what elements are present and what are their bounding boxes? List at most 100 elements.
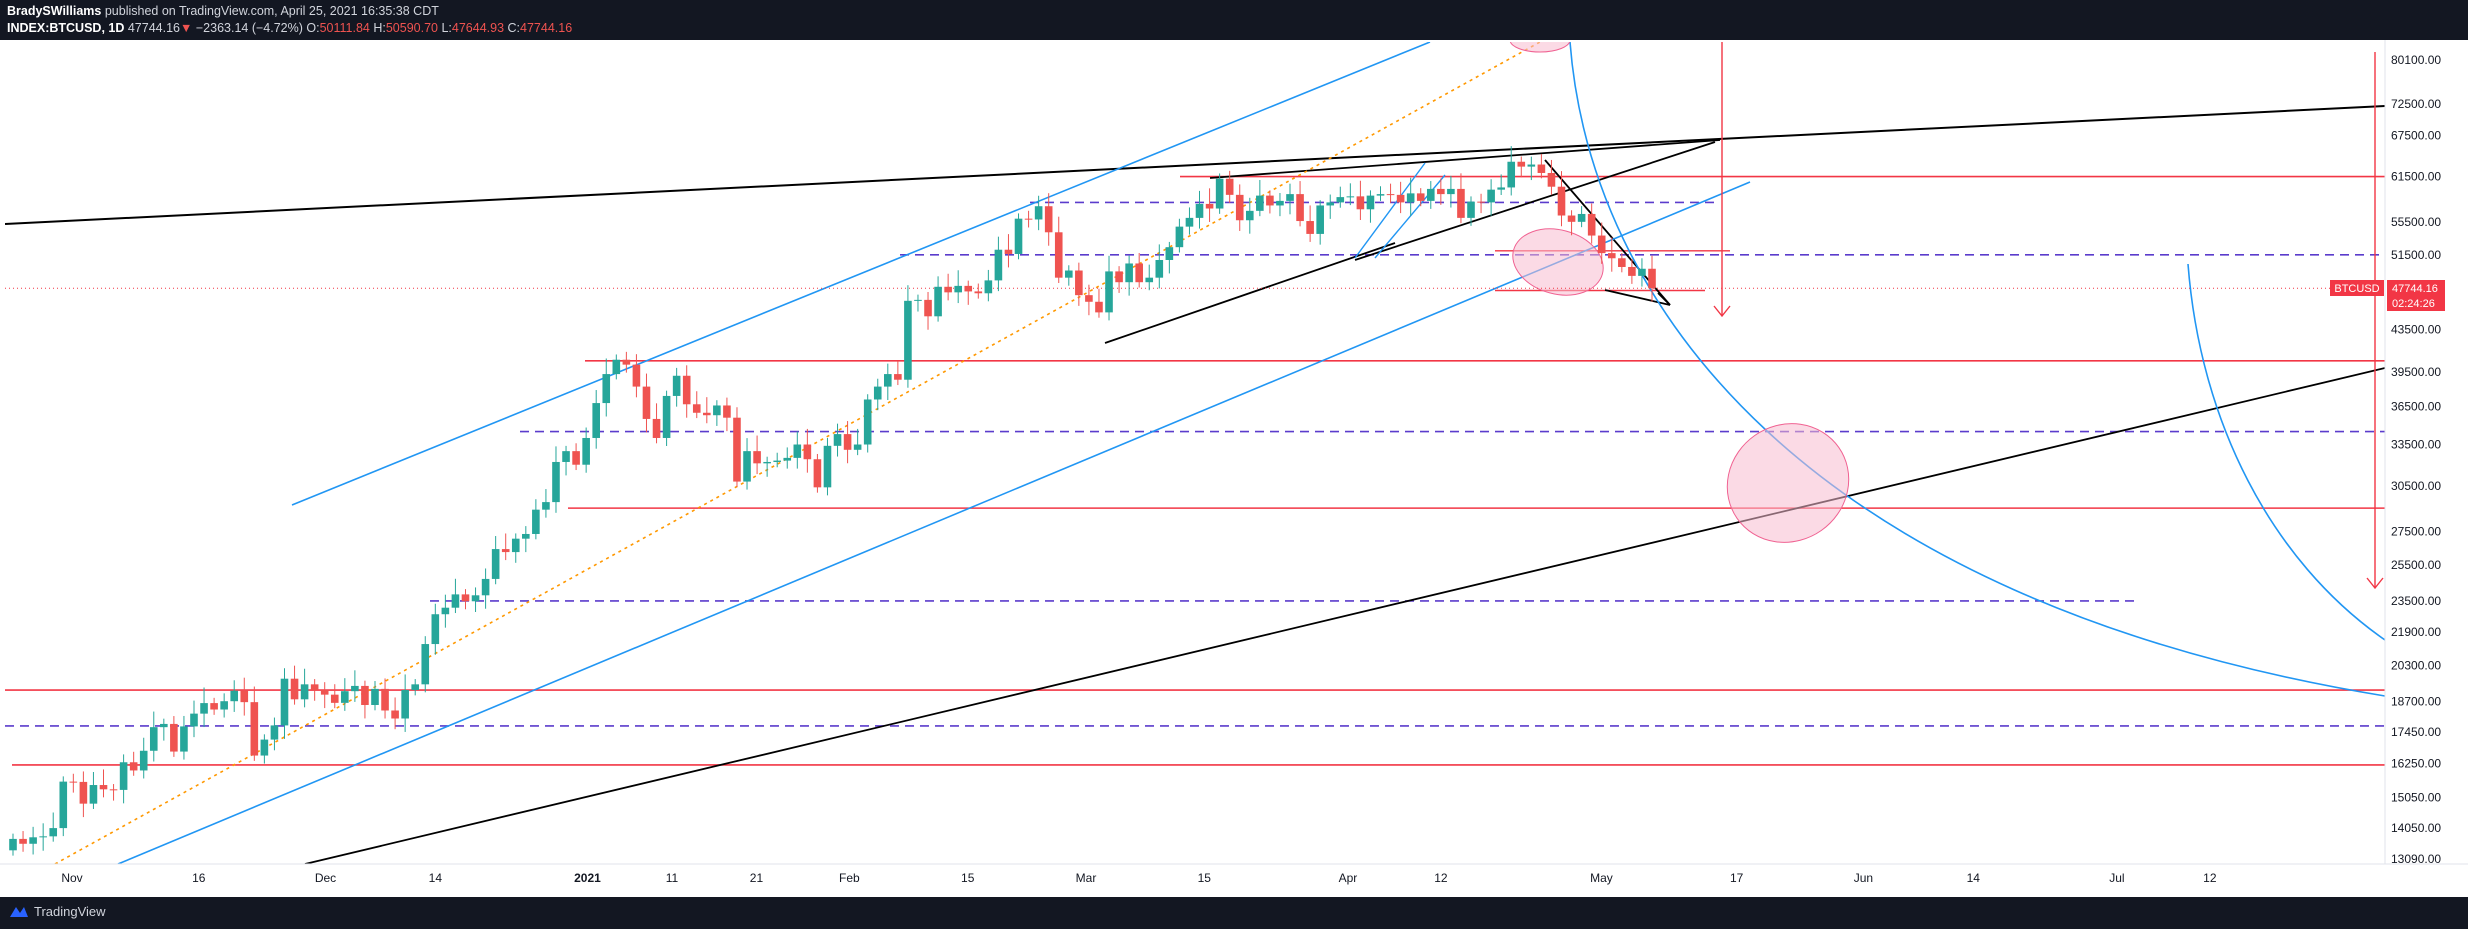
candle-body xyxy=(391,710,399,719)
price-tick-label: 21900.00 xyxy=(2391,625,2441,639)
candle-body xyxy=(381,688,389,711)
time-tick-label: 12 xyxy=(2203,871,2217,885)
target-arrow-head xyxy=(2366,577,2384,590)
time-tick-label: 2021 xyxy=(574,871,601,885)
candle-body xyxy=(89,785,98,804)
candle-body xyxy=(320,690,329,695)
time-axis[interactable]: Nov 16 Dec 14 2021 11 21 Feb 15 Mar 15 Apr 12 May 17 Ju… xyxy=(61,871,2217,885)
candle-body xyxy=(632,364,641,387)
candle-body xyxy=(481,578,490,596)
candle-body xyxy=(1618,258,1626,267)
candle-body xyxy=(672,375,681,396)
candle-body xyxy=(753,451,761,464)
candle-body xyxy=(1135,263,1143,283)
candle-body xyxy=(160,723,168,728)
channel-lower-line xyxy=(117,181,1751,864)
candle-body xyxy=(582,437,590,465)
open-value: 50111.84 xyxy=(319,21,370,35)
candle-body xyxy=(1296,194,1304,222)
candle-body xyxy=(210,703,218,710)
candle-body xyxy=(904,300,912,380)
candle-body xyxy=(1497,187,1505,190)
price-tick-label: 72500.00 xyxy=(2391,97,2441,111)
highlight-ellipse xyxy=(1509,42,1571,53)
symbol-label[interactable]: INDEX:BTCUSD, 1D xyxy=(7,21,125,35)
candle-body xyxy=(1075,270,1083,296)
candle-body xyxy=(1638,268,1646,276)
candle-body xyxy=(1567,215,1576,222)
candle-body xyxy=(994,249,1003,281)
time-tick-label: Dec xyxy=(315,871,336,885)
candle-body xyxy=(1517,161,1526,167)
candle-body xyxy=(1577,213,1586,222)
candle-body xyxy=(1145,277,1154,283)
price-tick-label: 36500.00 xyxy=(2391,400,2441,414)
candle-body xyxy=(200,703,208,714)
candle-body xyxy=(662,395,671,438)
candle-body xyxy=(1064,270,1073,278)
candle-body xyxy=(1165,247,1174,260)
tradingview-logo[interactable]: TradingView xyxy=(8,903,106,919)
candle-body xyxy=(341,691,349,703)
candle-body xyxy=(1437,188,1445,195)
candle-body xyxy=(220,701,228,710)
candle-body xyxy=(401,690,409,719)
candle-body xyxy=(139,750,148,771)
candle-body xyxy=(1326,202,1335,206)
candle-body xyxy=(270,725,279,740)
price-tick-label: 23500.00 xyxy=(2391,594,2441,608)
candle-body xyxy=(783,457,792,461)
time-tick-label: 12 xyxy=(1434,871,1448,885)
candle-body xyxy=(552,461,560,503)
time-tick-label: Apr xyxy=(1339,871,1358,885)
candle-body xyxy=(1095,301,1103,313)
candle-body xyxy=(441,607,450,615)
candle-body xyxy=(713,405,721,416)
candle-body xyxy=(1406,193,1415,203)
candle-body xyxy=(129,762,138,771)
candle-body xyxy=(1648,268,1656,289)
author-name[interactable]: BradySWilliams xyxy=(7,4,102,18)
candle-body xyxy=(642,386,651,419)
candle-body xyxy=(99,785,108,790)
candle-body xyxy=(351,685,359,692)
low-label: L: xyxy=(441,21,452,35)
candle-body xyxy=(1537,164,1546,173)
wedge-support-line xyxy=(1104,242,1396,344)
price-tick-label: 33500.00 xyxy=(2391,438,2441,452)
candle-body xyxy=(1416,193,1425,201)
arrow-head-line xyxy=(1657,292,1671,306)
badge-symbol: BTCUSD xyxy=(2334,283,2379,295)
drawing-layer xyxy=(5,42,2385,864)
channel-upper-line xyxy=(291,42,1431,506)
candle-body xyxy=(522,533,530,539)
candle-body xyxy=(19,838,27,844)
candle-body xyxy=(652,418,661,438)
price-chart[interactable]: 80100.00 72500.00 67500.00 61500.00 55500.00… xyxy=(0,40,2468,897)
candle-body xyxy=(471,595,480,602)
price-tick-label: 25500.00 xyxy=(2391,558,2441,572)
time-tick-label: Nov xyxy=(61,871,82,885)
candle-body xyxy=(1336,197,1345,203)
candle-body xyxy=(1245,210,1254,221)
candle-body xyxy=(170,723,178,752)
candle-body xyxy=(944,286,952,293)
candle-body xyxy=(330,694,339,703)
candle-body xyxy=(1507,161,1516,188)
high-label: H: xyxy=(373,21,386,35)
chart-header: BradySWilliams published on TradingView.… xyxy=(0,0,2468,40)
candle-body xyxy=(873,386,882,400)
candle-body xyxy=(1155,259,1164,278)
candle-body xyxy=(924,299,932,317)
price-tick-label: 51500.00 xyxy=(2391,248,2441,262)
time-tick-label: 16 xyxy=(192,871,206,885)
candle-body xyxy=(1044,206,1053,233)
candle-body xyxy=(421,644,430,685)
tradingview-cloud-icon xyxy=(10,907,28,917)
candle-body xyxy=(49,828,58,837)
candle-body xyxy=(461,594,470,602)
candle-body xyxy=(843,434,852,450)
price-tick-label: 20300.00 xyxy=(2391,658,2441,672)
time-tick-label: 17 xyxy=(1730,871,1744,885)
badge-countdown: 02:24:26 xyxy=(2392,298,2435,310)
